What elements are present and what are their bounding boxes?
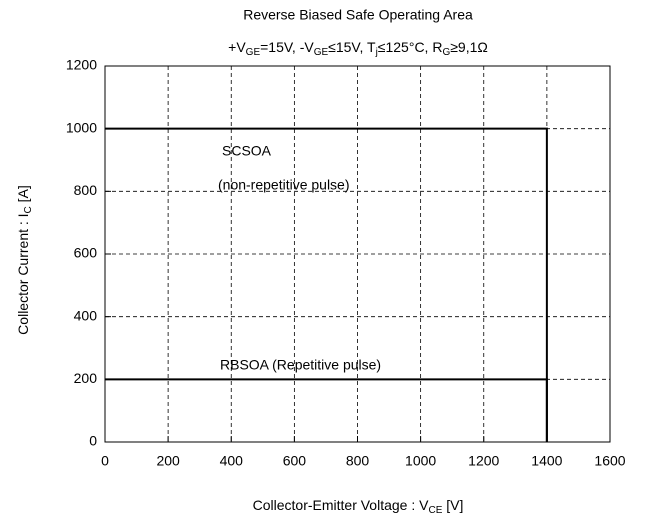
annotation: RBSOA (Repetitive pulse) [220, 357, 381, 373]
x-tick-label: 200 [156, 453, 180, 469]
x-axis-label: Collector-Emitter Voltage : VCE [V] [253, 497, 464, 516]
chart-subtitle-part: ≤15V, T [328, 39, 376, 55]
y-tick-label: 1200 [66, 57, 97, 73]
series-line [105, 127, 548, 442]
x-tick-label: 1400 [531, 453, 562, 469]
x-tick-label: 600 [283, 453, 307, 469]
x-tick-label: 1000 [405, 453, 436, 469]
chart-title: Reverse Biased Safe Operating Area [243, 7, 473, 23]
x-tick-label: 800 [346, 453, 370, 469]
y-tick-label: 0 [89, 433, 97, 449]
chart-subtitle-part: ≤125°C, R [378, 39, 443, 55]
chart-subtitle-part: +V [228, 39, 246, 55]
chart-subtitle-part: ≥9,1Ω [450, 39, 488, 55]
y-axis-label-subscript: C [23, 206, 34, 213]
plot-frame [104, 65, 611, 443]
chart-subtitle-part: =15V, -V [260, 39, 314, 55]
x-tick-label: 1200 [468, 453, 499, 469]
annotation: SCSOA [222, 143, 272, 159]
x-tick-label: 400 [220, 453, 244, 469]
chart-subtitle-subscript: j [375, 47, 378, 58]
chart-subtitle: +VGE=15V, -VGE≤15V, Tj≤125°C, RG≥9,1Ω [228, 39, 488, 58]
y-tick-label: 1000 [66, 119, 97, 135]
y-tick-label: 200 [74, 370, 98, 386]
y-tick-label: 400 [74, 307, 98, 323]
chart-subtitle-subscript: GE [246, 47, 261, 58]
x-axis-label-subscript: CE [428, 505, 442, 516]
chart-subtitle-subscript: G [442, 47, 450, 58]
y-tick-label: 600 [74, 245, 98, 261]
x-axis-label-part: [V] [442, 497, 463, 513]
x-tick-label: 1600 [594, 453, 625, 469]
x-tick-label: 0 [101, 453, 109, 469]
chart-subtitle-subscript: GE [314, 47, 329, 58]
x-axis-label-part: Collector-Emitter Voltage : V [253, 497, 430, 513]
y-axis-label-part: [A] [15, 185, 31, 206]
y-axis-label: Collector Current : IC [A] [15, 185, 34, 335]
y-axis-label-part: Collector Current : I [15, 213, 31, 334]
annotation: (non-repetitive pulse) [218, 177, 350, 193]
series-line [105, 378, 548, 442]
y-tick-label: 800 [74, 182, 98, 198]
